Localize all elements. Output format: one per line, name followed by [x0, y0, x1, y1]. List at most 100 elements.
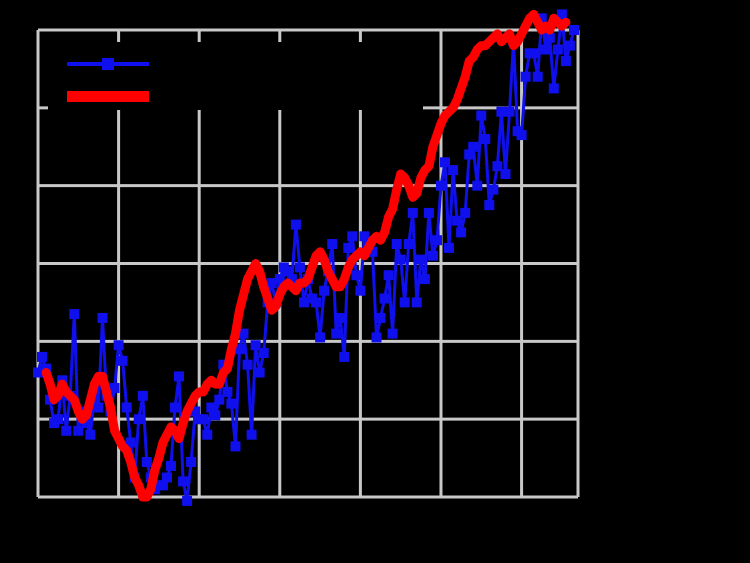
- annual-mean-point: [339, 351, 350, 362]
- annual-mean-point: [238, 328, 249, 339]
- annual-mean-point: [242, 359, 253, 370]
- annual-mean-point: [214, 394, 225, 405]
- annual-mean-point: [218, 359, 229, 370]
- annual-mean-point: [440, 157, 450, 168]
- annual-mean-point: [37, 351, 47, 362]
- annual-mean-point: [174, 371, 184, 382]
- annual-mean-point: [186, 457, 197, 467]
- annual-mean-point: [359, 231, 370, 242]
- annual-mean-point: [375, 313, 386, 323]
- annual-mean-point: [93, 402, 104, 413]
- annual-mean-point: [379, 293, 390, 304]
- annual-mean-point: [403, 239, 414, 249]
- annual-mean-point: [504, 106, 515, 117]
- annual-mean-point: [258, 348, 269, 358]
- annual-mean-point: [472, 180, 483, 191]
- annual-mean-point: [548, 83, 559, 94]
- annual-mean-point: [311, 297, 322, 308]
- annual-mean-point: [460, 207, 471, 218]
- annual-mean-point: [476, 110, 487, 121]
- annual-mean-point: [113, 340, 124, 351]
- annual-mean-point: [226, 398, 237, 409]
- annual-mean-point: [109, 383, 120, 393]
- annual-mean-point: [315, 332, 326, 343]
- annual-mean-point: [286, 274, 297, 285]
- annual-mean-point: [198, 414, 209, 425]
- annual-mean-point: [69, 309, 80, 320]
- annual-mean-point: [432, 235, 442, 246]
- annual-mean-point: [552, 44, 563, 55]
- annual-mean-point: [230, 441, 241, 452]
- annual-mean-point: [254, 367, 265, 378]
- annual-mean-point: [500, 169, 511, 179]
- annual-mean-point: [444, 242, 454, 253]
- annual-mean-point: [97, 313, 108, 323]
- annual-mean-point: [133, 414, 144, 425]
- annual-mean-point: [399, 297, 410, 308]
- annual-mean-point: [299, 297, 309, 308]
- annual-mean-point: [331, 328, 342, 339]
- annual-mean-point: [391, 239, 402, 249]
- annual-mean-point: [484, 200, 495, 211]
- annual-mean-point: [81, 418, 92, 429]
- annual-mean-point: [73, 425, 84, 436]
- annual-mean-point: [166, 460, 176, 471]
- annual-mean-point: [427, 250, 438, 261]
- annual-mean-point: [319, 285, 330, 296]
- annual-mean-point: [520, 71, 531, 82]
- annual-mean-point: [480, 134, 491, 144]
- annual-mean-point: [282, 266, 293, 277]
- annual-mean-point: [85, 429, 96, 440]
- annual-mean-point: [383, 270, 394, 281]
- annual-mean-point: [536, 13, 547, 24]
- legend-annual-marker: [102, 58, 114, 70]
- five-year-mean-line: [41, 9, 571, 502]
- annual-mean-point: [355, 285, 366, 296]
- annual-mean-point: [452, 215, 463, 226]
- annual-mean-point: [395, 254, 406, 265]
- annual-mean-point: [222, 386, 233, 397]
- annual-mean-point: [53, 414, 64, 425]
- annual-mean-point: [560, 56, 571, 67]
- annual-mean-point: [182, 495, 193, 506]
- annual-mean-point: [250, 340, 261, 351]
- annual-mean-point: [371, 332, 382, 343]
- annual-mean-point: [121, 402, 132, 413]
- annual-mean-point: [190, 406, 201, 417]
- plot-area: [33, 9, 579, 506]
- annual-mean-point: [367, 246, 378, 257]
- annual-mean-point: [202, 429, 213, 440]
- annual-mean-point: [162, 472, 172, 483]
- annual-mean-point: [125, 437, 136, 448]
- annual-mean-point: [532, 71, 543, 82]
- annual-mean-point: [351, 270, 362, 281]
- annual-mean-point: [61, 425, 72, 436]
- annual-mean-point: [407, 207, 418, 218]
- annual-mean-point: [528, 48, 539, 59]
- annual-mean-point: [556, 9, 567, 20]
- annual-mean-point: [464, 149, 475, 160]
- annual-mean-point: [456, 227, 467, 238]
- annual-mean-point: [137, 390, 148, 401]
- annual-mean-point: [290, 219, 301, 230]
- annual-mean-point: [266, 278, 277, 288]
- annual-mean-point: [496, 106, 507, 117]
- annual-mean-point: [540, 44, 551, 55]
- annual-mean-point: [157, 480, 168, 491]
- annual-mean-point: [436, 180, 446, 191]
- annual-mean-point: [564, 40, 575, 51]
- annual-mean-point: [234, 344, 245, 355]
- annual-mean-point: [335, 313, 346, 323]
- annual-mean-point: [569, 25, 579, 35]
- annual-mean-point: [274, 274, 285, 285]
- annual-mean-point: [423, 207, 434, 218]
- annual-mean-point: [411, 297, 422, 308]
- annual-mean-point: [117, 355, 128, 366]
- legend: [48, 42, 423, 110]
- annual-mean-point: [327, 239, 338, 249]
- annual-mean-point: [343, 242, 354, 253]
- annual-mean-point: [141, 457, 152, 467]
- annual-mean-point: [488, 184, 499, 195]
- annual-mean-point: [33, 367, 43, 378]
